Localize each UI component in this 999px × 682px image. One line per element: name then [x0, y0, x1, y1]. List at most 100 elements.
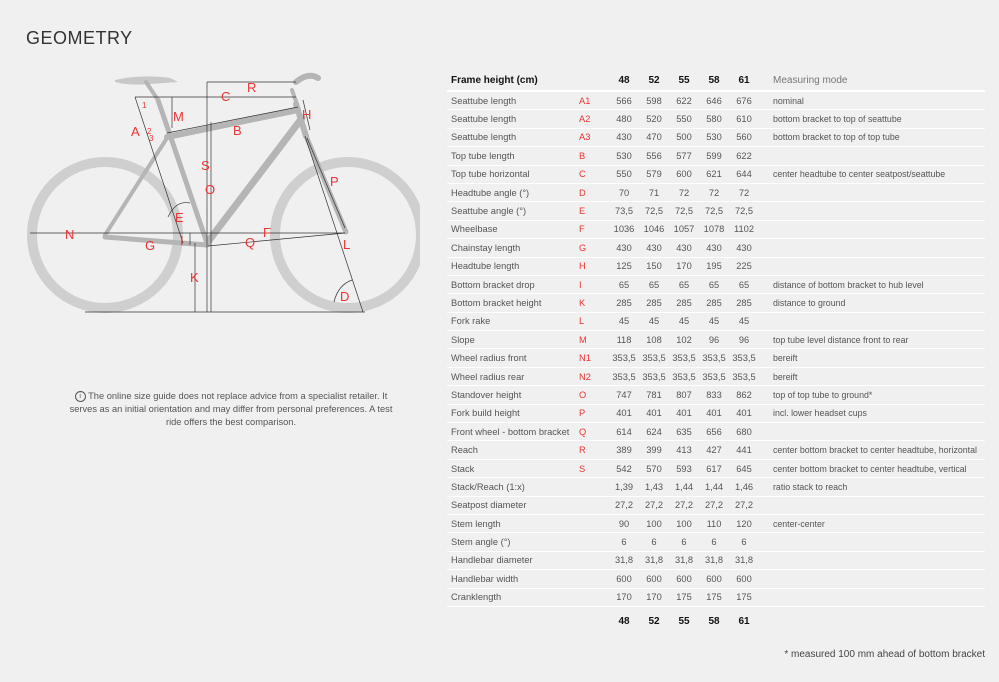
row-measuring-mode: center bottom bracket to center headtube…	[759, 440, 985, 460]
row-value: 600	[639, 569, 669, 589]
row-value: 70	[609, 183, 639, 203]
label-C: C	[221, 89, 230, 104]
row-code: B	[579, 146, 609, 166]
row-label: Bottom bracket height	[447, 293, 579, 313]
row-value: 807	[669, 385, 699, 405]
row-value: 833	[699, 385, 729, 405]
row-label: Seattube length	[447, 128, 579, 148]
row-code	[579, 569, 609, 589]
row-code: D	[579, 183, 609, 203]
row-value: 353,5	[639, 348, 669, 368]
row-value: 31,8	[639, 551, 669, 571]
table-row: Top tube horizontal C 550 579 600 621 644 cente…	[447, 165, 985, 184]
row-value: 480	[609, 109, 639, 129]
row-value: 65	[669, 275, 699, 295]
row-label: Reach	[447, 440, 579, 460]
table-row: Reach R 389 399 413 427 441 center bottom brack…	[447, 440, 985, 460]
label-E: E	[175, 210, 184, 225]
row-value: 72	[669, 183, 699, 203]
table-row: Headtube length H 125 150 170 195 225	[447, 257, 985, 276]
row-value: 556	[639, 146, 669, 166]
row-code: E	[579, 201, 609, 221]
row-value: 72,5	[669, 201, 699, 221]
row-label: Seattube angle (°)	[447, 201, 579, 221]
row-measuring-mode: bereift	[759, 348, 985, 368]
row-value: 285	[699, 293, 729, 313]
row-value: 430	[609, 128, 639, 148]
row-code	[579, 496, 609, 515]
row-label: Seatpost diameter	[447, 496, 579, 515]
row-value: 413	[669, 440, 699, 460]
row-value: 624	[639, 422, 669, 442]
table-header-row: Frame height (cm) 48 52 55 58 61 Measuri…	[447, 71, 985, 92]
row-value: 125	[609, 257, 639, 276]
row-value: 31,8	[699, 551, 729, 571]
row-code: H	[579, 257, 609, 276]
row-value: 90	[609, 514, 639, 534]
row-value: 31,8	[609, 551, 639, 571]
row-label: Top tube length	[447, 146, 579, 166]
bike-silhouette	[27, 157, 420, 313]
chain-stay	[102, 234, 210, 248]
row-value: 550	[609, 165, 639, 184]
row-value: 599	[699, 146, 729, 166]
row-value: 1,44	[669, 477, 699, 497]
row-value: 1,39	[609, 477, 639, 497]
table-row: Bottom bracket drop I 65 65 65 65 65 distance o…	[447, 275, 985, 295]
table-row: Handlebar diameter 31,8 31,8 31,8 31,8 31,8	[447, 551, 985, 571]
row-value: 175	[699, 588, 729, 607]
row-value: 598	[639, 91, 669, 111]
row-code: A1	[579, 91, 609, 111]
measuring-mode-header: Measuring mode	[759, 71, 985, 92]
row-label: Bottom bracket drop	[447, 275, 579, 295]
row-value: 285	[639, 293, 669, 313]
row-value: 100	[669, 514, 699, 534]
row-value: 401	[609, 404, 639, 424]
row-measuring-mode	[759, 588, 985, 607]
row-value: 680	[729, 422, 759, 442]
row-label: Chainstay length	[447, 238, 579, 258]
rear-wheel	[27, 157, 183, 313]
row-value: 645	[729, 459, 759, 479]
table-row: Seatpost diameter 27,2 27,2 27,2 27,2 27,2	[447, 496, 985, 515]
dimension-labels: A 1 2 3 B C D E F G H I K L M N O P Q R …	[65, 80, 350, 304]
row-value: 225	[729, 257, 759, 276]
row-value: 102	[669, 330, 699, 350]
table-row: Slope M 118 108 102 96 96 top tube level distan…	[447, 330, 985, 350]
row-value: 614	[609, 422, 639, 442]
row-value: 96	[699, 330, 729, 350]
row-value: 600	[699, 569, 729, 589]
row-value: 560	[729, 128, 759, 148]
row-value: 401	[669, 404, 699, 424]
row-value: 600	[729, 569, 759, 589]
label-Q: Q	[245, 235, 255, 250]
row-value: 285	[609, 293, 639, 313]
row-value: 6	[699, 532, 729, 552]
row-value: 45	[699, 312, 729, 332]
row-value: 570	[639, 459, 669, 479]
table-row: Wheel radius rear N2 353,5 353,5 353,5 353,5 3…	[447, 367, 985, 387]
dimension-lines	[30, 81, 365, 313]
frame-height-header: Frame height (cm)	[447, 71, 579, 92]
row-value: 579	[639, 165, 669, 184]
row-value: 520	[639, 109, 669, 129]
table-row: Wheel radius front N1 353,5 353,5 353,5 353,5…	[447, 348, 985, 368]
row-measuring-mode: center bottom bracket to center headtube…	[759, 459, 985, 479]
row-value: 6	[609, 532, 639, 552]
label-I: I	[180, 233, 184, 248]
row-code	[579, 532, 609, 552]
footer-spacer	[447, 606, 579, 637]
head-tube	[293, 101, 309, 139]
note-text: The online size guide does not replace a…	[69, 391, 393, 427]
row-value: 610	[729, 109, 759, 129]
row-value: 1036	[609, 220, 639, 240]
label-S: S	[201, 158, 210, 173]
row-value: 170	[639, 588, 669, 607]
row-value: 285	[729, 293, 759, 313]
label-G: G	[145, 238, 155, 253]
label-H: H	[302, 107, 311, 122]
row-value: 656	[699, 422, 729, 442]
row-value: 72,5	[729, 201, 759, 221]
label-L: L	[343, 237, 350, 252]
row-value: 6	[639, 532, 669, 552]
